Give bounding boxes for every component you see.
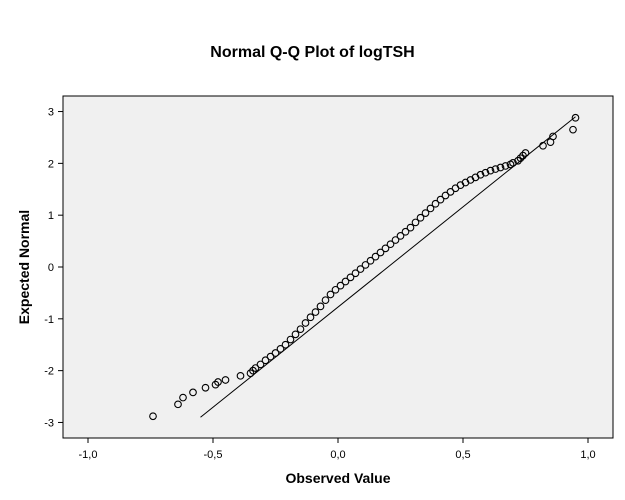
data-point <box>331 285 340 294</box>
data-point <box>296 325 305 334</box>
data-point <box>301 319 310 327</box>
data-point <box>249 366 257 375</box>
data-point <box>416 213 425 222</box>
data-point <box>539 141 547 150</box>
data-point <box>346 273 355 282</box>
data-point <box>481 168 490 177</box>
data-point <box>516 154 525 163</box>
data-point <box>189 388 197 397</box>
data-point <box>509 158 517 167</box>
data-point <box>381 244 390 253</box>
data-point <box>351 269 360 278</box>
x-tick-label: 0,0 <box>330 449 345 461</box>
chart-title: Normal Q-Q Plot of logTSH <box>210 44 415 61</box>
data-point <box>291 330 300 339</box>
data-point <box>501 162 510 170</box>
y-tick-label: -1 <box>44 314 54 326</box>
data-point <box>174 400 182 409</box>
y-axis: 3 2 1 0 -1 -2 -3 <box>44 107 63 429</box>
data-points <box>149 113 580 421</box>
data-point <box>326 290 335 299</box>
data-point <box>491 165 500 173</box>
data-point <box>316 302 325 311</box>
y-tick-label: 3 <box>48 107 54 119</box>
data-point <box>201 383 210 392</box>
data-point <box>406 223 415 232</box>
x-axis: -1,0 -0,5 0,0 0,5 1,0 <box>79 438 596 461</box>
x-tick-label: 0,5 <box>455 449 470 461</box>
data-point <box>361 261 370 269</box>
data-point <box>261 356 270 365</box>
data-point <box>356 265 365 273</box>
data-point <box>386 240 395 249</box>
y-tick-label: 1 <box>48 210 54 222</box>
data-point <box>391 236 400 244</box>
data-point <box>436 195 445 204</box>
data-point <box>571 113 580 122</box>
data-point <box>276 345 285 353</box>
data-point <box>266 352 275 361</box>
data-point <box>311 308 320 316</box>
data-point <box>286 335 295 344</box>
data-point <box>521 149 530 157</box>
plot-area <box>62 95 614 439</box>
data-point <box>221 376 230 384</box>
data-point <box>371 252 380 261</box>
data-point <box>421 209 430 217</box>
x-axis-label: Observed Value <box>285 470 391 486</box>
data-point <box>179 393 187 402</box>
data-point <box>446 188 455 196</box>
data-point <box>236 371 245 380</box>
data-point <box>376 248 385 257</box>
data-point <box>256 360 265 369</box>
data-point <box>214 378 222 386</box>
y-tick-label: 0 <box>48 262 54 274</box>
y-tick-label: -2 <box>44 366 54 378</box>
data-point <box>211 380 220 389</box>
y-tick-label: -3 <box>44 417 54 429</box>
x-tick-label: 1,0 <box>580 449 595 461</box>
data-point <box>426 204 435 213</box>
data-point <box>149 412 157 421</box>
data-point <box>519 151 527 160</box>
data-point <box>321 296 330 305</box>
data-point <box>246 369 255 378</box>
data-point <box>514 156 522 165</box>
data-point <box>341 277 350 286</box>
data-point <box>486 166 495 175</box>
data-point <box>336 281 345 290</box>
data-point <box>251 364 260 372</box>
y-tick-label: 2 <box>48 158 54 170</box>
data-point <box>476 170 485 179</box>
data-point <box>411 218 420 227</box>
data-point <box>431 199 440 208</box>
x-tick-label: -0,5 <box>204 449 223 461</box>
data-point <box>549 132 557 141</box>
data-point <box>271 349 280 357</box>
data-point <box>306 313 315 322</box>
data-point <box>569 125 577 134</box>
data-point <box>441 191 450 200</box>
y-axis-label: Expected Normal <box>16 209 32 325</box>
data-point <box>496 163 505 172</box>
data-point <box>396 232 405 240</box>
x-tick-label: -1,0 <box>79 449 98 461</box>
data-point <box>401 227 410 236</box>
data-point <box>281 340 290 349</box>
data-point <box>366 256 375 265</box>
